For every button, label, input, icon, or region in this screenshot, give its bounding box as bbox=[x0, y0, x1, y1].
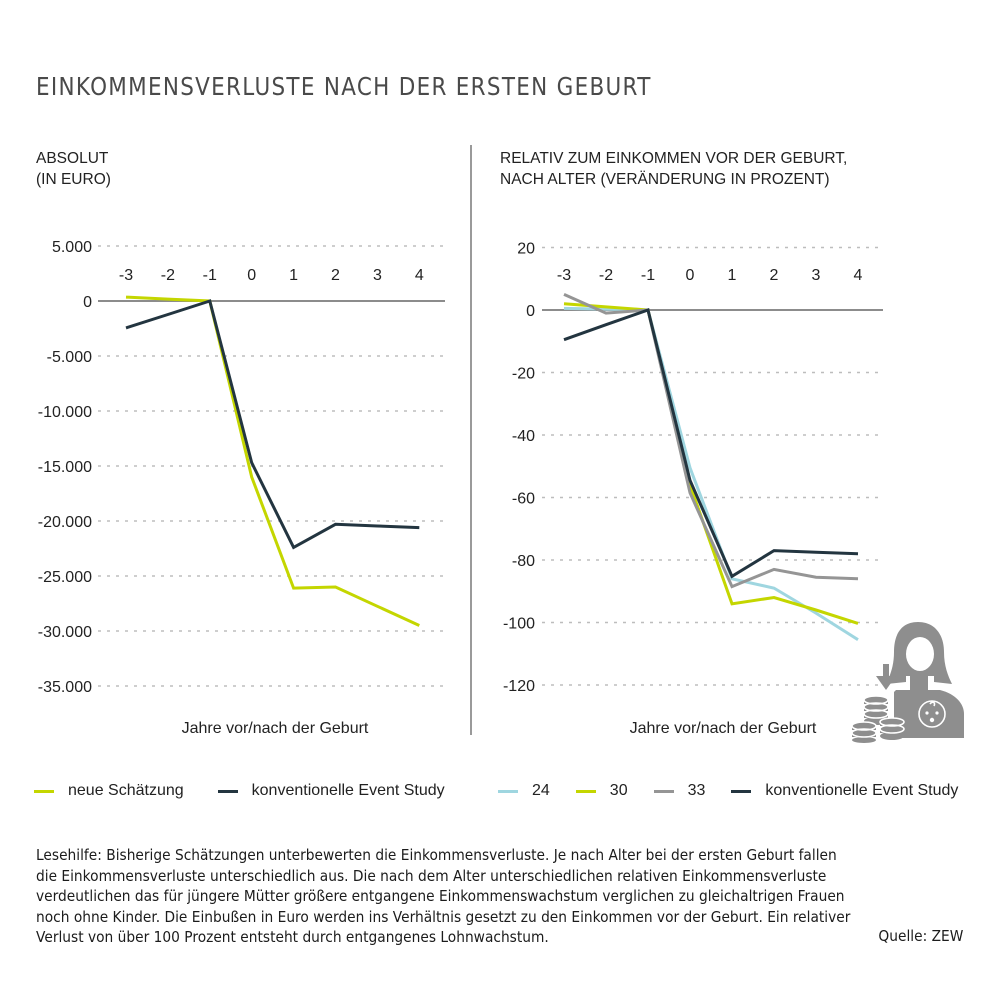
x-tick-label: -3 bbox=[119, 267, 133, 284]
note-line: Verlust von über 100 Prozent entsteht du… bbox=[36, 928, 549, 946]
left-chart-subtitle: (IN EURO) bbox=[36, 171, 111, 188]
y-tick-label: 0 bbox=[526, 303, 535, 320]
note-line: die Einkommensverluste unterschiedlich a… bbox=[36, 866, 827, 885]
page-title: EINKOMMENSVERLUSTE NACH DER ERSTEN GEBUR… bbox=[36, 72, 652, 101]
x-tick-label: 3 bbox=[812, 267, 821, 284]
x-tick-label: 3 bbox=[373, 267, 382, 284]
legend-label: 33 bbox=[687, 782, 706, 799]
x-tick-label: -2 bbox=[599, 267, 613, 284]
right-chart-title: RELATIV ZUM EINKOMMEN VOR DER GEBURT, bbox=[500, 150, 848, 167]
x-tick-label: -2 bbox=[161, 267, 175, 284]
y-tick-label: -5.000 bbox=[47, 349, 92, 366]
y-tick-label: 20 bbox=[517, 241, 535, 258]
note-line: Lesehilfe: Bisherige Schätzungen unterbe… bbox=[36, 846, 837, 864]
legend-right: 24 30 33 konventionelle Event Study bbox=[498, 782, 958, 800]
legend-swatch bbox=[731, 789, 752, 793]
y-tick-label: -10.000 bbox=[38, 404, 92, 421]
legend-label: 24 bbox=[532, 782, 550, 799]
legend-item: konventionelle Event Study bbox=[731, 782, 958, 800]
y-tick-label: -25.000 bbox=[38, 569, 92, 586]
left-chart-title: ABSOLUT bbox=[36, 150, 109, 167]
legend-item: 24 bbox=[498, 782, 550, 800]
series-line-neue-sch-tzung bbox=[125, 295, 420, 627]
x-tick-label: 1 bbox=[728, 267, 737, 284]
series-line-24 bbox=[563, 306, 859, 641]
right-chart-subtitle: NACH ALTER (VERÄNDERUNG IN PROZENT) bbox=[500, 171, 830, 188]
y-tick-label: -100 bbox=[503, 616, 535, 633]
x-tick-label: -1 bbox=[641, 267, 655, 284]
legend-label: neue Schätzung bbox=[68, 782, 184, 799]
x-tick-label: 4 bbox=[415, 267, 424, 284]
legend-left: neue Schätzung konventionelle Event Study bbox=[34, 782, 479, 800]
legend-item: konventionelle Event Study bbox=[217, 782, 445, 800]
y-tick-label: 0 bbox=[83, 294, 92, 311]
x-tick-label: 0 bbox=[247, 267, 256, 284]
x-tick-label: -3 bbox=[557, 267, 571, 284]
legend-swatch bbox=[575, 789, 596, 793]
legend-item: 33 bbox=[653, 782, 706, 800]
y-tick-label: -30.000 bbox=[38, 624, 92, 641]
y-tick-label: -15.000 bbox=[38, 459, 92, 476]
series-line-30 bbox=[563, 302, 859, 625]
reading-aid-note: Lesehilfe: Bisherige Schätzungen unterbe… bbox=[36, 845, 966, 948]
legend-item: 30 bbox=[575, 782, 628, 800]
note-line: noch ohne Kinder. Die Einbußen in Euro w… bbox=[36, 907, 851, 926]
legend-item: neue Schätzung bbox=[34, 782, 184, 800]
panel-divider bbox=[470, 145, 472, 735]
legend-label: 30 bbox=[609, 782, 628, 799]
x-axis-label: Jahre vor/nach der Geburt bbox=[630, 720, 817, 737]
x-tick-label: 1 bbox=[289, 267, 298, 284]
y-tick-label: -120 bbox=[503, 678, 535, 695]
right-chart-heading: RELATIV ZUM EINKOMMEN VOR DER GEBURT, NA… bbox=[500, 148, 847, 190]
legend-swatch bbox=[217, 789, 238, 793]
x-tick-label: 4 bbox=[854, 267, 863, 284]
series-line-33 bbox=[563, 293, 859, 589]
x-tick-label: 0 bbox=[686, 267, 695, 284]
note-line: verdeutlichen das für jüngere Mütter grö… bbox=[36, 887, 845, 905]
y-tick-label: -40 bbox=[512, 428, 535, 445]
y-tick-label: -20.000 bbox=[38, 514, 92, 531]
y-tick-label: -35.000 bbox=[38, 679, 92, 696]
legend-swatch bbox=[498, 789, 518, 793]
y-tick-label: -80 bbox=[512, 553, 535, 570]
legend-swatch bbox=[653, 789, 674, 793]
x-tick-label: 2 bbox=[331, 267, 340, 284]
left-chart-heading: ABSOLUT (IN EURO) bbox=[36, 148, 111, 190]
source-label: Quelle: ZEW bbox=[878, 927, 963, 945]
x-tick-label: -1 bbox=[203, 267, 217, 284]
series-line-konventionelle-event-study bbox=[125, 299, 420, 550]
y-tick-label: -20 bbox=[512, 366, 535, 383]
legend-label: konventionelle Event Study bbox=[765, 782, 959, 799]
x-axis-label: Jahre vor/nach der Geburt bbox=[182, 720, 369, 737]
mother-with-baby-and-coins-icon bbox=[848, 618, 968, 743]
legend-swatch bbox=[34, 789, 54, 793]
series-line-konventionelle-event-study bbox=[563, 308, 859, 579]
legend-label: konventionelle Event Study bbox=[251, 782, 445, 799]
y-tick-label: -60 bbox=[512, 491, 535, 508]
y-tick-label: 5.000 bbox=[52, 239, 92, 256]
x-tick-label: 2 bbox=[770, 267, 779, 284]
